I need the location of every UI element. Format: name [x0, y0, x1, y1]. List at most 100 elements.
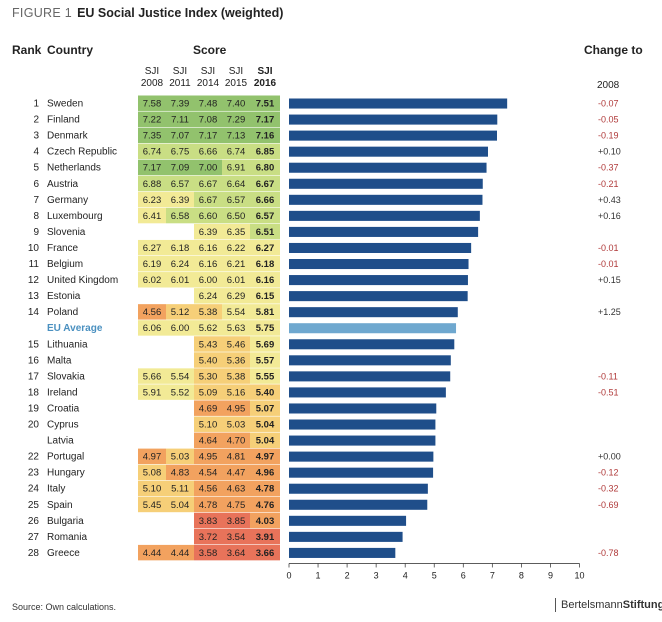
country-label: Netherlands — [47, 163, 101, 174]
score-cell — [194, 416, 222, 432]
score-cell-label: 5.38 — [199, 307, 218, 318]
score-cell-label: 6.60 — [199, 211, 218, 222]
score-cell-label: 4.95 — [227, 403, 246, 414]
score-cell-label: 6.01 — [171, 275, 190, 286]
score-cell-label: 5.52 — [171, 387, 190, 398]
year-header-2011: SJI 2011 — [166, 66, 194, 90]
score-cell — [222, 528, 250, 545]
score-cell — [222, 95, 250, 111]
change-label: -0.11 — [598, 371, 618, 381]
score-cell-label: 5.09 — [199, 387, 218, 398]
score-cell-label: 5.30 — [199, 371, 218, 382]
year-header-top: SJI — [257, 66, 273, 77]
score-cell-label: 6.35 — [227, 227, 246, 238]
bar — [289, 339, 455, 350]
score-cell-label: 5.08 — [143, 468, 162, 479]
score-cell — [250, 239, 280, 256]
change-label: -0.05 — [598, 115, 619, 125]
score-cell-label: 6.16 — [256, 275, 275, 286]
score-cell-label: 5.11 — [171, 484, 189, 495]
score-cell — [250, 256, 280, 272]
score-cell-label: 4.81 — [227, 452, 246, 463]
score-cell-label: 5.10 — [143, 484, 162, 495]
country-label: Malta — [47, 355, 72, 366]
score-cell — [222, 272, 250, 288]
country-label: Latvia — [47, 436, 74, 447]
score-cell — [138, 480, 166, 497]
score-cell-label: 6.24 — [171, 259, 190, 270]
score-cell — [194, 127, 222, 144]
score-cell — [222, 336, 250, 352]
score-cell-label: 7.58 — [143, 99, 162, 110]
year-header-2016: SJI 2016 — [250, 66, 280, 90]
country-header: Country — [47, 43, 93, 57]
rank-label: 26 — [28, 516, 40, 527]
rank-label: 18 — [28, 387, 40, 398]
change-label: +0.10 — [598, 147, 621, 157]
score-cell — [222, 223, 250, 240]
bar — [289, 499, 428, 510]
score-cell-label: 6.18 — [256, 259, 275, 270]
bar — [289, 435, 436, 446]
country-label: Lithuania — [47, 339, 88, 350]
country-label: Estonia — [47, 291, 81, 302]
score-cell-label: 6.16 — [199, 259, 218, 270]
x-tick-label: 6 — [461, 570, 466, 580]
score-cell — [194, 320, 222, 336]
brand-bold: Stiftung — [622, 599, 662, 611]
year-header-2008: SJI 2008 — [138, 66, 166, 90]
country-label: Greece — [47, 548, 80, 559]
score-cell — [250, 400, 280, 416]
rank-label: 4 — [33, 147, 39, 158]
score-cell — [194, 544, 222, 561]
score-cell — [222, 320, 250, 336]
score-cell-label: 6.27 — [143, 243, 162, 254]
score-cell-label: 5.69 — [256, 339, 275, 350]
score-cell-label: 6.66 — [199, 147, 218, 158]
score-cell-label: 4.03 — [256, 516, 275, 527]
bar — [289, 515, 407, 526]
rank-label: 20 — [28, 420, 40, 431]
score-cell — [138, 111, 166, 127]
score-cell — [222, 464, 250, 481]
score-cell — [166, 191, 194, 208]
score-cell-label: 5.12 — [171, 307, 190, 318]
score-cell-label: 7.17 — [143, 163, 162, 174]
score-cell — [166, 480, 194, 497]
country-label: Slovakia — [47, 371, 85, 382]
score-cell-label: 6.18 — [171, 243, 190, 254]
bar — [289, 387, 446, 398]
score-cell — [194, 143, 222, 160]
score-cell-label: 7.17 — [199, 131, 218, 142]
score-cell — [138, 207, 166, 224]
score-cell-label: 5.03 — [171, 452, 190, 463]
score-cell — [222, 191, 250, 208]
score-cell-label: 4.44 — [171, 548, 190, 559]
change-header: Change to — [584, 43, 643, 57]
score-cell — [138, 175, 166, 192]
score-cell — [194, 223, 222, 240]
score-cell — [194, 191, 222, 208]
change-label: -0.32 — [598, 484, 619, 494]
bar — [289, 98, 508, 109]
score-cell — [250, 384, 280, 400]
score-cell-label: 3.72 — [199, 532, 218, 543]
rank-label: 11 — [29, 259, 40, 270]
rank-label: 13 — [28, 291, 40, 302]
sji-chart: 7.58 7.39 7.48 7.40 7.51 1 Sweden -0.07 7.22 7.11… — [28, 95, 621, 580]
bar — [289, 146, 488, 157]
year-header-top: SJI — [172, 66, 188, 77]
score-cell-label: 7.07 — [171, 131, 190, 142]
score-cell — [194, 368, 222, 384]
score-cell — [166, 368, 194, 384]
score-cell-label: 6.29 — [227, 291, 246, 302]
rank-label: 7 — [33, 195, 39, 206]
score-cell — [250, 288, 280, 304]
score-cell — [166, 384, 194, 400]
score-cell-label: 5.66 — [143, 371, 162, 382]
score-cell-label: 4.54 — [199, 468, 218, 479]
score-cell — [250, 512, 280, 529]
rank-label: 10 — [28, 243, 40, 254]
source-note: Source: Own calculations. — [12, 602, 117, 612]
score-cell — [250, 320, 280, 336]
